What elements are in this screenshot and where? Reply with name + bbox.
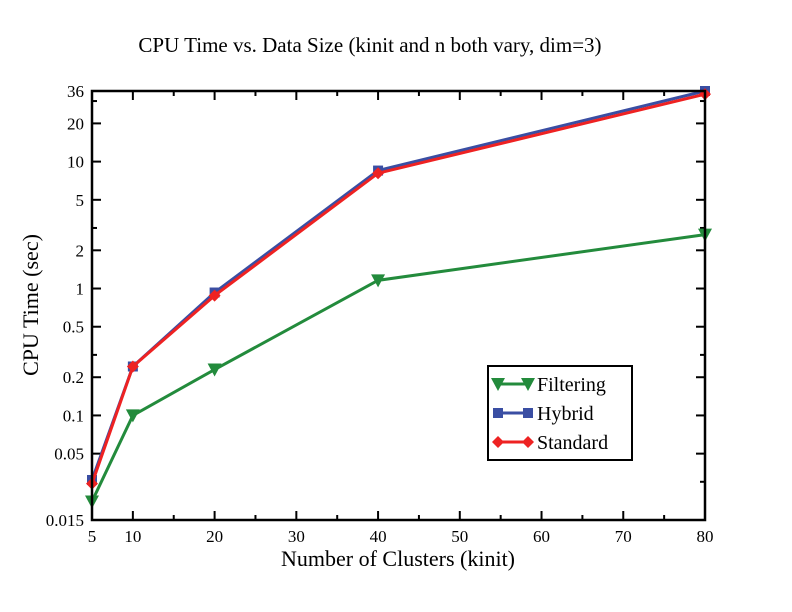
data-point-triangle [491, 378, 505, 391]
data-point-triangle [371, 274, 386, 288]
chart-title: CPU Time vs. Data Size (kinit and n both… [138, 33, 601, 57]
x-tick-label: 50 [451, 527, 468, 546]
data-point-diamond [208, 289, 221, 302]
data-point-diamond [126, 360, 139, 373]
y-tick-label: 0.5 [63, 318, 84, 337]
y-tick-label: 1 [76, 280, 85, 299]
data-point-triangle [521, 378, 535, 391]
data-point-diamond [492, 436, 504, 448]
data-point-triangle [207, 363, 222, 377]
x-tick-label: 60 [533, 527, 550, 546]
y-tick-label: 0.2 [63, 368, 84, 387]
legend: Filtering Hybrid Standard [487, 365, 633, 461]
y-tick-label: 0.05 [54, 445, 84, 464]
y-tick-label: 2 [76, 241, 85, 260]
y-tick-label: 36 [67, 82, 84, 101]
x-tick-label: 20 [206, 527, 223, 546]
x-tick-label: 30 [288, 527, 305, 546]
y-tick-label: 20 [67, 114, 84, 133]
y-tick-label: 5 [76, 191, 85, 210]
x-tick-label: 5 [88, 527, 97, 546]
y-tick-label: 10 [67, 153, 84, 172]
y-tick-label: 0.015 [46, 511, 84, 530]
plot-frame [90, 89, 707, 522]
x-tick-label: 10 [124, 527, 141, 546]
data-point-square [523, 408, 533, 418]
y-tick-label: 0.1 [63, 406, 84, 425]
y-axis-label: CPU Time (sec) [18, 234, 43, 376]
x-axis-label: Number of Clusters (kinit) [281, 546, 515, 571]
data-point-square [493, 408, 503, 418]
data-point-triangle [125, 409, 140, 423]
data-point-diamond [372, 167, 385, 180]
data-point-diamond [522, 436, 534, 448]
legend-label: Hybrid [537, 403, 594, 425]
x-tick-label: 40 [370, 527, 387, 546]
series-standard [86, 88, 711, 490]
x-tick-label: 80 [697, 527, 714, 546]
legend-label: Filtering [537, 374, 606, 396]
x-tick-label: 70 [615, 527, 632, 546]
legend-label: Standard [537, 432, 608, 454]
